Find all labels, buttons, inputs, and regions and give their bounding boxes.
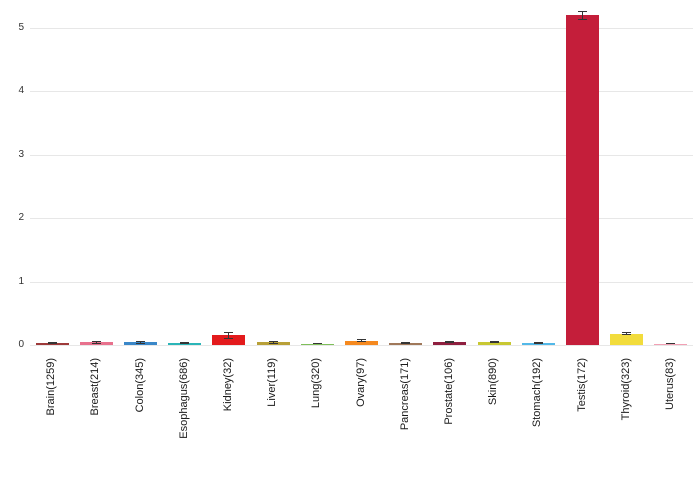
x-axis-label: Liver(119) [266, 358, 279, 407]
error-bar-cap-top [489, 340, 499, 342]
y-axis-tick-label: 2 [18, 212, 24, 224]
gridline [30, 281, 693, 283]
error-bar [140, 341, 141, 344]
error-bar-cap-top [357, 338, 366, 340]
error-bar-cap-bottom [47, 342, 57, 344]
error-bar [493, 340, 495, 344]
error-bar-cap-bottom [489, 342, 499, 344]
bar-skin-890 [477, 341, 511, 345]
gridline [30, 345, 693, 346]
x-axis-label: Stomach(192) [531, 358, 544, 428]
error-bar [582, 10, 583, 20]
gridline [30, 154, 693, 156]
bar-colon-345 [124, 342, 157, 345]
error-bar [449, 340, 451, 344]
error-bar-cap-bottom [533, 342, 543, 344]
x-axis-label: Lung(320) [310, 358, 323, 409]
bar-breast-214 [79, 342, 113, 345]
gridline [30, 91, 693, 93]
bar-thyroid-323 [610, 333, 644, 345]
bar-prostate-106 [433, 341, 467, 345]
error-bar-cap-bottom [312, 343, 322, 345]
bar-pancreas-171 [389, 343, 423, 345]
error-bar-cap-bottom [224, 337, 234, 339]
error-bar-cap-bottom [401, 342, 411, 344]
x-axis-label: Kidney(32) [221, 358, 234, 412]
y-axis-tick-label: 5 [18, 22, 24, 33]
x-axis-label: Ovary(97) [354, 358, 367, 407]
error-bar-cap-bottom [445, 342, 455, 344]
error-bar-cap-top [91, 341, 101, 343]
x-axis-label: Skin(890) [487, 358, 500, 406]
error-bar-cap-bottom [666, 343, 676, 345]
error-bar [361, 338, 362, 343]
x-axis-label: Prostate(106) [442, 358, 455, 425]
error-bar-cap-top [224, 332, 234, 334]
bar-stomach-192 [521, 343, 555, 345]
x-axis-label: Pancreas(171) [398, 358, 411, 431]
error-bar-cap-bottom [578, 18, 587, 20]
error-bar-cap-bottom [622, 334, 632, 336]
error-bar-cap-bottom [91, 342, 101, 344]
bar-liver-119 [256, 342, 290, 345]
error-bar-cap-bottom [357, 341, 366, 343]
error-bar [272, 341, 274, 344]
error-bar-cap-bottom [268, 342, 278, 344]
x-axis-label: Thyroid(323) [619, 358, 632, 421]
error-bar [626, 331, 628, 336]
gridline [30, 28, 693, 29]
y-axis-tick-label: 3 [18, 148, 24, 160]
error-bar-cap-top [622, 331, 632, 333]
error-bar-cap-bottom [136, 342, 145, 344]
error-bar-cap-top [578, 10, 587, 12]
x-axis-label: Brain(1259) [45, 358, 58, 416]
y-axis-tick-label: 1 [18, 275, 24, 287]
bar-brain-1259 [35, 343, 69, 345]
bar-esophagus-686 [168, 343, 202, 345]
x-axis-label: Esophagus(686) [177, 358, 190, 439]
bar-testis-172 [566, 15, 599, 345]
error-bar [228, 332, 230, 339]
x-axis-label: Colon(345) [133, 358, 146, 413]
gridline [30, 218, 693, 220]
error-bar [95, 341, 97, 344]
error-bar-cap-top [136, 341, 145, 343]
x-axis-label: Breast(214) [89, 358, 102, 416]
x-axis-label: Uterus(83) [663, 358, 676, 410]
x-axis-label: Testis(172) [575, 358, 588, 412]
y-axis-tick-label: 4 [18, 85, 24, 97]
error-bar-cap-top [445, 340, 455, 342]
bar-ovary-97 [345, 340, 378, 345]
error-bar-cap-top [268, 341, 278, 343]
error-bar-cap-bottom [180, 342, 190, 344]
bar-kidney-32 [212, 335, 246, 345]
y-axis-tick-label: 0 [18, 339, 24, 350]
